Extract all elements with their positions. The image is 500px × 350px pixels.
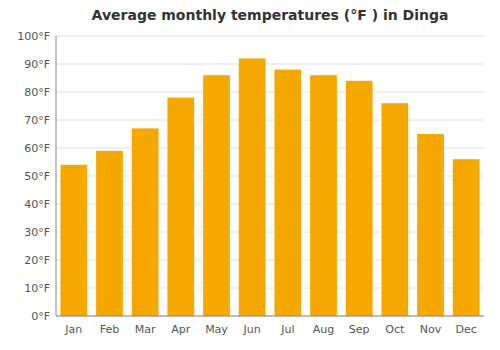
- bar: [203, 75, 230, 316]
- x-tick-label: Apr: [171, 323, 191, 336]
- grid-line: [56, 64, 484, 65]
- chart: Average monthly temperatures (°F ) in Di…: [0, 0, 500, 350]
- bar: [96, 151, 123, 316]
- x-tick-label: Mar: [135, 323, 156, 336]
- grid-line: [56, 316, 484, 317]
- bar: [381, 103, 408, 316]
- y-tick-label: 50°F: [24, 170, 50, 183]
- y-axis: 0°F 10°F 20°F 30°F 40°F 50°F 60°F 70°F 80°F 90°F 1…: [17, 30, 484, 323]
- x-tick-label: Jul: [280, 323, 294, 336]
- x-tick-label: Sep: [349, 323, 370, 336]
- bars: [60, 58, 479, 316]
- bar: [274, 70, 301, 316]
- x-tick-label: Feb: [100, 323, 119, 336]
- y-tick-label: 100°F: [17, 30, 50, 43]
- grid-line: [56, 36, 484, 37]
- y-tick-label: 80°F: [24, 86, 50, 99]
- x-tick-label: Oct: [385, 323, 405, 336]
- bar: [417, 134, 444, 316]
- x-axis: Jan Feb Mar Apr May Jun Jul Aug Sep Oct Nov Dec: [64, 323, 476, 336]
- x-tick-label: Aug: [313, 323, 334, 336]
- y-tick-label: 10°F: [24, 282, 50, 295]
- bar: [310, 75, 337, 316]
- chart-title: Average monthly temperatures (°F ) in Di…: [92, 7, 449, 23]
- x-tick-label: Dec: [456, 323, 477, 336]
- y-tick-label: 0°F: [31, 310, 50, 323]
- grid-line: [56, 92, 484, 93]
- chart-container: Average monthly temperatures (°F ) in Di…: [0, 0, 500, 350]
- x-tick-label: Jan: [64, 323, 82, 336]
- y-tick-label: 60°F: [24, 142, 50, 155]
- y-axis-line: [56, 36, 57, 316]
- y-tick-label: 20°F: [24, 254, 50, 267]
- bar: [239, 58, 266, 316]
- x-tick-label: Jun: [243, 323, 261, 336]
- x-tick-label: May: [205, 323, 228, 336]
- bar: [132, 128, 159, 316]
- y-tick-label: 30°F: [24, 226, 50, 239]
- x-tick-label: Nov: [420, 323, 442, 336]
- bar: [167, 98, 194, 316]
- bar: [346, 81, 373, 316]
- bar: [453, 159, 480, 316]
- y-tick-label: 40°F: [24, 198, 50, 211]
- bar: [60, 165, 87, 316]
- grid-line: [56, 120, 484, 121]
- y-tick-label: 70°F: [24, 114, 50, 127]
- x-axis-line: [56, 316, 484, 317]
- y-tick-label: 90°F: [24, 58, 50, 71]
